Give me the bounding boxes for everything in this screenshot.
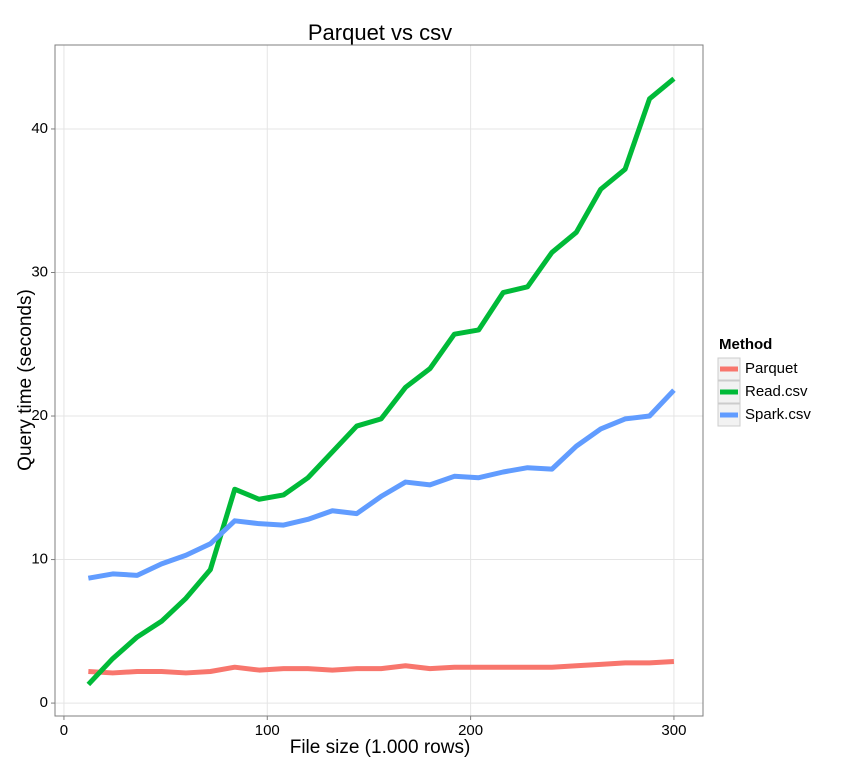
line [87, 388, 676, 581]
legend-title: Method [719, 336, 772, 353]
legend: Method Parquet Read.csv Spark.csv [717, 336, 811, 427]
panel-border [54, 44, 704, 717]
grid [55, 45, 703, 716]
y-tick-label: 0 [40, 694, 48, 711]
x-tick-label: 200 [458, 722, 483, 739]
legend-label: Read.csv [745, 383, 808, 400]
legend-label: Parquet [745, 360, 798, 377]
y-axis-title: Query time (seconds) [15, 289, 36, 471]
x-tick-label: 0 [60, 722, 68, 739]
chart-title: Parquet vs csv [308, 20, 452, 45]
line [88, 658, 675, 676]
y-tick-label: 20 [31, 407, 48, 424]
legend-label: Spark.csv [745, 406, 811, 423]
x-tick-label: 100 [255, 722, 280, 739]
line [86, 76, 676, 687]
y-tick-label: 30 [31, 263, 48, 280]
x-tick-label: 300 [661, 722, 686, 739]
x-axis-title: File size (1.000 rows) [290, 737, 471, 758]
marks [86, 76, 676, 687]
y-tick-label: 10 [31, 551, 48, 568]
y-tick-label: 40 [31, 120, 48, 137]
